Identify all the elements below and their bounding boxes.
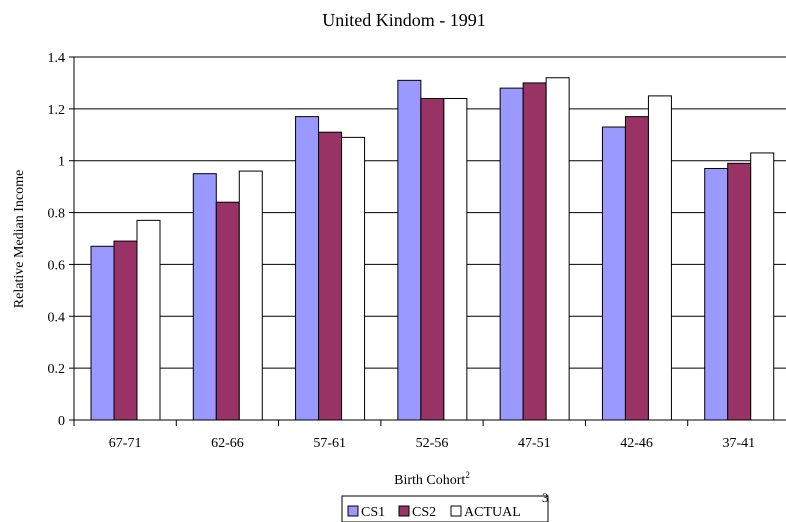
bar-cs2-52-56	[420, 97, 445, 421]
x-tick-label: 52-56	[416, 436, 449, 451]
x-tick-label: 42-46	[620, 436, 653, 451]
y-tick-label: 0.6	[48, 258, 66, 273]
bar-actual-37-41	[750, 152, 775, 421]
bar-actual-42-46	[647, 95, 672, 421]
legend-swatch-actual	[450, 505, 462, 517]
x-tick-labels: 67-71 62-66 57-61 52-56 47-51 42-46 37-41	[109, 436, 755, 451]
bar-cs1-62-66	[192, 173, 217, 421]
x-tick-label: 62-66	[211, 436, 244, 451]
legend: CS1 CS2 ACTUAL 3	[341, 490, 549, 522]
bar-cs1-42-46	[601, 126, 626, 421]
bars	[90, 77, 775, 421]
y-tick-labels: 0 0.2 0.4 0.6 0.8 1 1.2 1.4	[48, 51, 66, 429]
bar-cs2-57-61	[318, 131, 343, 421]
bar-cs1-37-41	[704, 167, 729, 421]
y-tick-label: 1.4	[48, 51, 66, 66]
x-tick-label: 67-71	[109, 436, 142, 451]
y-tick-label: 1	[58, 155, 65, 170]
bar-actual-52-56	[443, 97, 468, 421]
legend-box	[341, 495, 549, 522]
bar-cs2-47-51	[522, 82, 547, 421]
y-axis-label: Relative Median Income	[12, 170, 27, 308]
legend-label-actual: ACTUAL	[464, 505, 521, 520]
y-tick-label: 0.8	[48, 207, 66, 222]
bar-actual-67-71	[136, 219, 161, 421]
x-axis-label-text: Birth Cohort	[394, 473, 465, 488]
x-tick-label: 57-61	[313, 436, 346, 451]
bar-cs2-37-41	[727, 162, 752, 421]
bar-actual-62-66	[238, 170, 263, 421]
legend-label-cs1: CS1	[361, 505, 385, 520]
bar-actual-57-61	[341, 136, 366, 421]
legend-label-cs2: CS2	[412, 505, 436, 520]
bar-actual-47-51	[545, 77, 570, 421]
bar-cs1-47-51	[499, 87, 524, 421]
chart-title: United Kindom - 1991	[322, 10, 486, 30]
x-axis-label: Birth Cohort2	[394, 470, 470, 488]
bar-cs1-52-56	[397, 79, 422, 421]
y-tick-label: 0.4	[48, 310, 66, 325]
bar-cs1-67-71	[90, 245, 115, 421]
legend-superscript: 3	[542, 490, 549, 505]
y-tick-label: 0	[58, 414, 65, 429]
bar-cs1-57-61	[295, 116, 320, 421]
x-axis-label-superscript: 2	[465, 470, 470, 480]
x-tick-label: 47-51	[518, 436, 551, 451]
bar-cs2-67-71	[113, 240, 138, 421]
legend-swatch-cs1	[347, 505, 359, 517]
legend-swatch-cs2	[398, 505, 410, 517]
bar-cs2-42-46	[624, 116, 649, 421]
y-tick-label: 0.2	[48, 362, 66, 377]
y-tick-label: 1.2	[48, 103, 66, 118]
x-tick-label: 37-41	[723, 436, 756, 451]
bar-cs2-62-66	[215, 201, 240, 421]
axes	[73, 57, 786, 426]
